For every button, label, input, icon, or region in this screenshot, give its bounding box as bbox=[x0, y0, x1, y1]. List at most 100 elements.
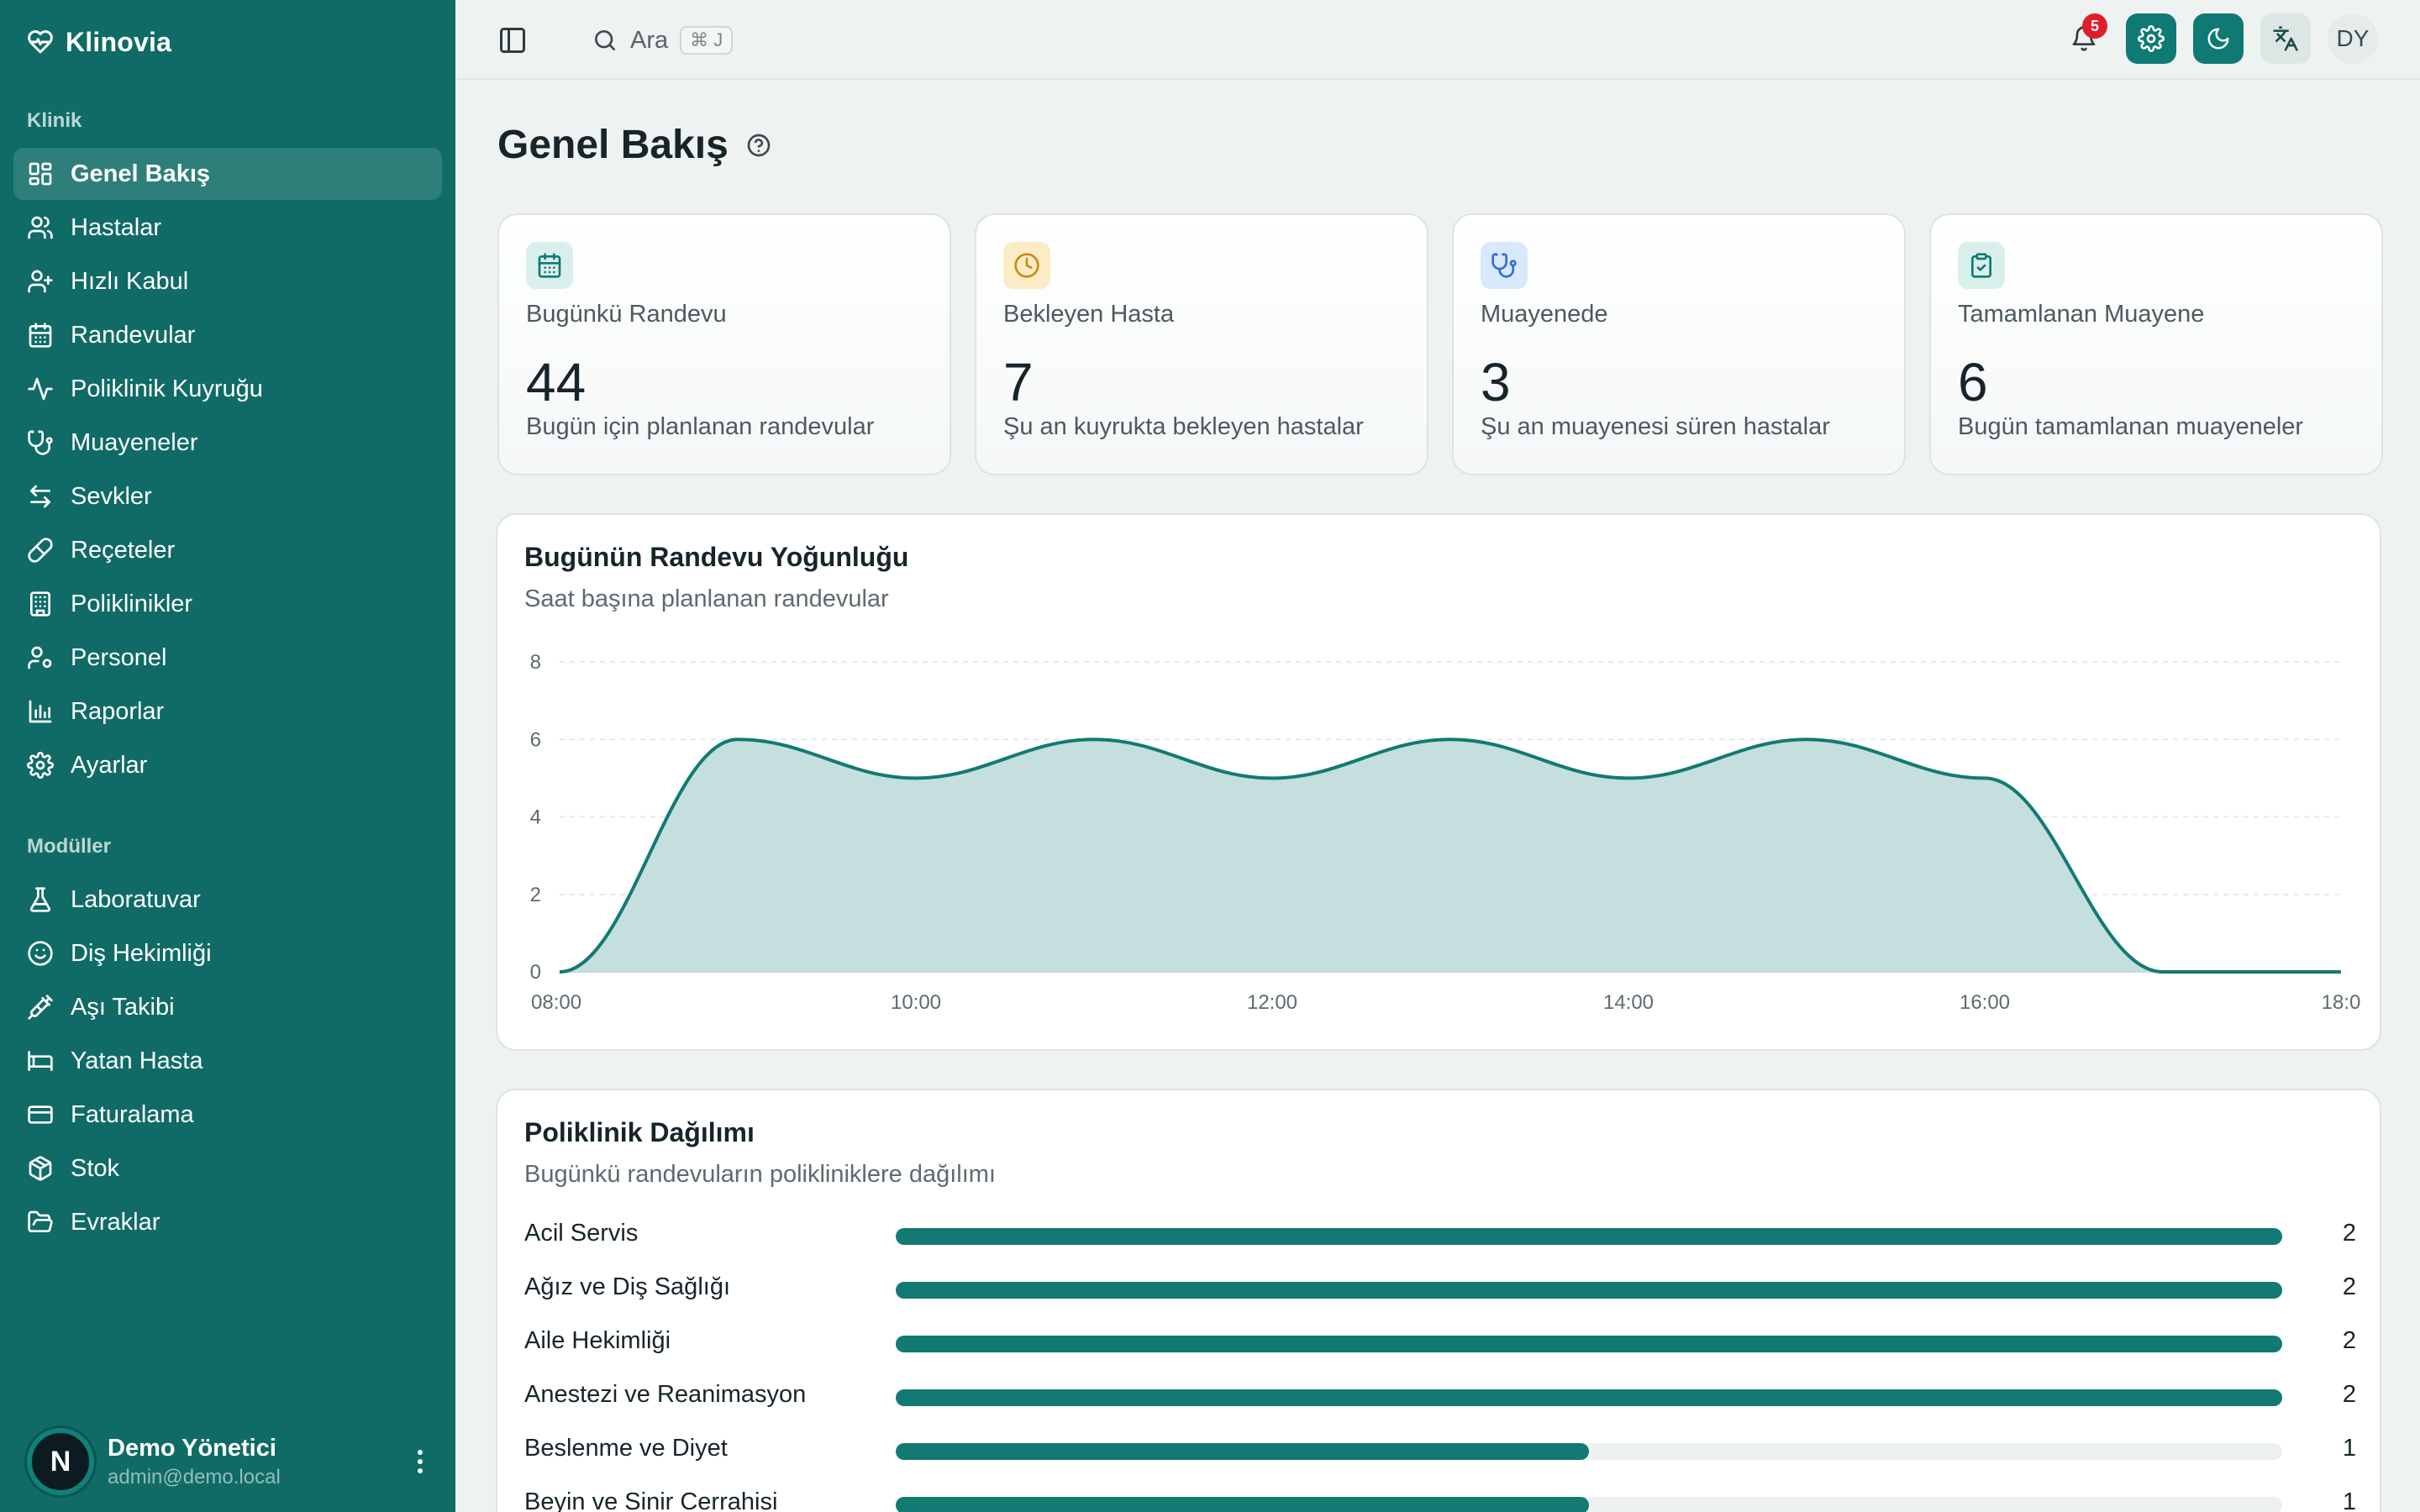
theme-toggle-button[interactable] bbox=[2193, 13, 2244, 64]
stat-card[interactable]: Bekleyen Hasta 7 Şu an kuyrukta bekleyen h… bbox=[975, 213, 1428, 475]
distribution-label: Beyin ve Sinir Cerrahisi bbox=[524, 1488, 778, 1512]
user-avatar-button[interactable]: DY bbox=[2328, 13, 2378, 64]
distribution-label: Acil Servis bbox=[524, 1220, 639, 1247]
sidebar-item-label: Genel Bakış bbox=[71, 160, 211, 187]
sidebar-item-label: Faturalama bbox=[71, 1100, 194, 1128]
appointment-density-panel: Bugünün Randevu Yoğunluğu Saat başına pl… bbox=[496, 513, 2381, 1051]
package-icon bbox=[29, 1156, 52, 1181]
search-icon bbox=[595, 30, 615, 50]
distribution-row: Beyin ve Sinir Cerrahisi 1 bbox=[524, 1485, 2356, 1512]
sidebar-item-ayarlar[interactable]: Ayarlar bbox=[13, 739, 442, 791]
page-header: Genel Bakış bbox=[497, 122, 772, 168]
chart-title: Bugünün Randevu Yoğunluğu bbox=[524, 542, 909, 572]
distribution-bar-track bbox=[896, 1443, 2282, 1460]
distribution-bar-fill bbox=[896, 1389, 2282, 1406]
chart-subtitle: Saat başına planlanan randevular bbox=[524, 585, 889, 612]
user-cog-icon bbox=[28, 646, 52, 669]
stat-card[interactable]: Tamamlanan Muayene 6 Bugün tamamlanan muay… bbox=[1929, 213, 2383, 475]
more-vertical-icon[interactable] bbox=[410, 1445, 430, 1478]
clinic-nav: Genel Bakış Hastalar Hızlı Kabul Randevular… bbox=[13, 148, 442, 793]
help-circle-icon[interactable] bbox=[745, 132, 772, 159]
sidebar-item-label: Ayarlar bbox=[71, 751, 148, 779]
calendar-icon bbox=[29, 323, 52, 348]
sidebar-item-yatan-hasta[interactable]: Yatan Hasta bbox=[13, 1035, 442, 1087]
distribution-value: 2 bbox=[2342, 1327, 2356, 1354]
stethoscope-icon bbox=[1491, 253, 1517, 278]
distribution-row: Ağız ve Diş Sağlığı 2 bbox=[524, 1270, 2356, 1304]
user-name: Demo Yönetici bbox=[108, 1434, 276, 1462]
distribution-row: Acil Servis 2 bbox=[524, 1216, 2356, 1250]
distribution-bar-track bbox=[896, 1497, 2282, 1512]
clinic-distribution-panel: Poliklinik Dağılımı Bugünkü randevuların… bbox=[496, 1089, 2381, 1512]
distribution-title: Poliklinik Dağılımı bbox=[524, 1117, 755, 1147]
stat-description: Şu an muayenesi süren hastalar bbox=[1481, 413, 1830, 440]
language-button[interactable] bbox=[2260, 13, 2311, 64]
sidebar: Klinovia Klinik Genel Bakış Hastalar Hızlı… bbox=[0, 0, 455, 1512]
sidebar-item-re-eteler[interactable]: Reçeteler bbox=[13, 524, 442, 576]
distribution-bar-track bbox=[896, 1282, 2282, 1299]
arrows-exchange-icon bbox=[30, 485, 50, 508]
topbar: Ara ⌘ J 5 DY bbox=[455, 0, 2420, 80]
sidebar-item-label: Hastalar bbox=[71, 213, 161, 241]
bed-icon bbox=[28, 1051, 53, 1071]
brand-name: Klinovia bbox=[66, 26, 172, 57]
sidebar-item-hastalar[interactable]: Hastalar bbox=[13, 202, 442, 254]
page-title: Genel Bakış bbox=[497, 123, 729, 167]
area-chart: 0 2 4 6 8 08:00 10:00 12:00 14:00 16:00 18:0 bbox=[530, 651, 2361, 1014]
sidebar-item-faturalama[interactable]: Faturalama bbox=[13, 1089, 442, 1141]
sidebar-item-raporlar[interactable]: Raporlar bbox=[13, 685, 442, 738]
sidebar-item-laboratuvar[interactable]: Laboratuvar bbox=[13, 874, 442, 926]
stat-icon-box bbox=[526, 242, 573, 289]
distribution-row: Anestezi ve Reanimasyon 2 bbox=[524, 1378, 2356, 1411]
sidebar-item-muayeneler[interactable]: Muayeneler bbox=[13, 417, 442, 469]
sidebar-item-evraklar[interactable]: Evraklar bbox=[13, 1196, 442, 1248]
sidebar-item-label: Evraklar bbox=[71, 1208, 160, 1236]
distribution-bar-fill bbox=[896, 1282, 2282, 1299]
notifications-button[interactable]: 5 bbox=[2059, 13, 2109, 64]
distribution-bar-track bbox=[896, 1336, 2282, 1352]
stat-card[interactable]: Muayenede 3 Şu an muayenesi süren hastalar bbox=[1452, 213, 1906, 475]
sidebar-item-genel-bak-[interactable]: Genel Bakış bbox=[13, 148, 442, 200]
user-profile[interactable]: N Demo Yönetici admin@demo.local bbox=[27, 1411, 430, 1512]
stat-card[interactable]: Bugünkü Randevu 44 Bugün için planlanan ra… bbox=[497, 213, 951, 475]
modules-nav: Laboratuvar Diş Hekimliği Aşı Takibi Yatan … bbox=[13, 874, 442, 1250]
sidebar-toggle-icon[interactable] bbox=[497, 25, 528, 55]
stat-description: Bugün için planlanan randevular bbox=[526, 413, 875, 440]
distribution-bar-fill bbox=[896, 1336, 2282, 1352]
sidebar-item-label: Personel bbox=[71, 643, 167, 671]
stat-label: Bugünkü Randevu bbox=[526, 301, 727, 328]
stat-icon-box bbox=[1003, 242, 1050, 289]
heart-logo-icon bbox=[28, 30, 53, 54]
sidebar-item-personel[interactable]: Personel bbox=[13, 632, 442, 684]
sidebar-item-stok[interactable]: Stok bbox=[13, 1142, 442, 1194]
stat-value: 6 bbox=[1958, 352, 1988, 412]
x-tick-label: 08:00 bbox=[531, 991, 581, 1014]
sidebar-item-a-takibi[interactable]: Aşı Takibi bbox=[13, 981, 442, 1033]
distribution-label: Beslenme ve Diyet bbox=[524, 1435, 728, 1462]
search-button[interactable]: Ara ⌘ J bbox=[592, 22, 734, 59]
distribution-subtitle: Bugünkü randevuların polikliniklere dağı… bbox=[524, 1161, 996, 1188]
clock-icon bbox=[1014, 253, 1039, 278]
sidebar-item-randevular[interactable]: Randevular bbox=[13, 309, 442, 361]
sidebar-item-poliklinikler[interactable]: Poliklinikler bbox=[13, 578, 442, 630]
distribution-bar-fill bbox=[896, 1443, 1589, 1460]
syringe-icon bbox=[28, 995, 53, 1020]
series-line bbox=[559, 738, 2341, 974]
brand[interactable]: Klinovia bbox=[27, 25, 171, 59]
search-shortcut: ⌘ J bbox=[680, 26, 734, 55]
avatar: N bbox=[27, 1428, 94, 1495]
area-fill bbox=[560, 739, 2341, 972]
settings-button[interactable] bbox=[2126, 13, 2176, 64]
sidebar-item-poliklinik-kuyru-u[interactable]: Poliklinik Kuyruğu bbox=[13, 363, 442, 415]
distribution-label: Ağız ve Diş Sağlığı bbox=[524, 1273, 730, 1300]
sidebar-item-label: Raporlar bbox=[71, 697, 165, 725]
distribution-row: Aile Hekimliği 2 bbox=[524, 1324, 2356, 1357]
sidebar-item-h-zl-kabul[interactable]: Hızlı Kabul bbox=[13, 255, 442, 307]
distribution-bar-fill bbox=[896, 1228, 2282, 1245]
sidebar-item-label: Diş Hekimliği bbox=[71, 939, 212, 967]
stat-value: 7 bbox=[1003, 352, 1034, 412]
sidebar-item-sevkler[interactable]: Sevkler bbox=[13, 470, 442, 522]
sidebar-item-label: Hızlı Kabul bbox=[71, 267, 189, 295]
sidebar-item-di-hekimli-i[interactable]: Diş Hekimliği bbox=[13, 927, 442, 979]
distribution-value: 2 bbox=[2342, 1273, 2356, 1300]
